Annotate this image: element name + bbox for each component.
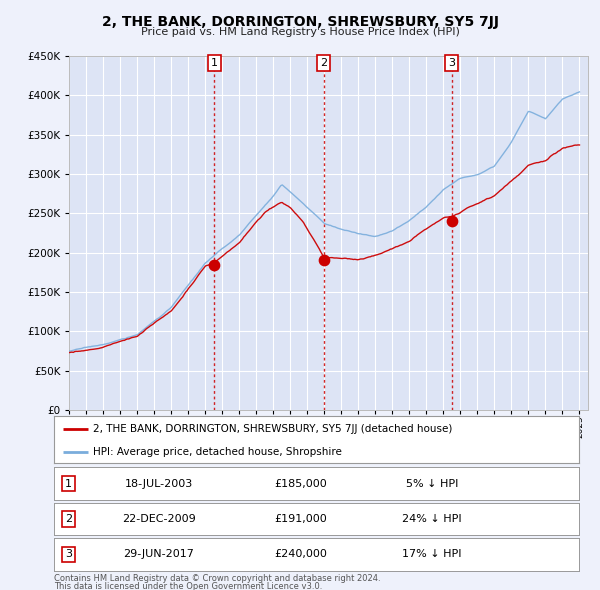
Point <box>209 260 219 269</box>
Text: 17% ↓ HPI: 17% ↓ HPI <box>402 549 462 559</box>
Text: HPI: Average price, detached house, Shropshire: HPI: Average price, detached house, Shro… <box>94 447 342 457</box>
Text: This data is licensed under the Open Government Licence v3.0.: This data is licensed under the Open Gov… <box>54 582 322 590</box>
Text: 3: 3 <box>448 58 455 68</box>
Text: £240,000: £240,000 <box>274 549 327 559</box>
Text: 3: 3 <box>65 549 72 559</box>
Text: 1: 1 <box>211 58 218 68</box>
Text: 22-DEC-2009: 22-DEC-2009 <box>122 514 196 524</box>
Point <box>447 217 457 226</box>
Text: 2, THE BANK, DORRINGTON, SHREWSBURY, SY5 7JJ: 2, THE BANK, DORRINGTON, SHREWSBURY, SY5… <box>101 15 499 29</box>
Text: 2: 2 <box>65 514 72 524</box>
Text: 2, THE BANK, DORRINGTON, SHREWSBURY, SY5 7JJ (detached house): 2, THE BANK, DORRINGTON, SHREWSBURY, SY5… <box>94 424 453 434</box>
Text: Contains HM Land Registry data © Crown copyright and database right 2024.: Contains HM Land Registry data © Crown c… <box>54 574 380 583</box>
Text: 1: 1 <box>65 478 72 489</box>
Text: 5% ↓ HPI: 5% ↓ HPI <box>406 478 458 489</box>
Text: £185,000: £185,000 <box>274 478 327 489</box>
Point <box>319 255 329 264</box>
Text: 18-JUL-2003: 18-JUL-2003 <box>125 478 193 489</box>
Text: 29-JUN-2017: 29-JUN-2017 <box>124 549 194 559</box>
Text: £191,000: £191,000 <box>274 514 327 524</box>
Text: Price paid vs. HM Land Registry's House Price Index (HPI): Price paid vs. HM Land Registry's House … <box>140 27 460 37</box>
Text: 24% ↓ HPI: 24% ↓ HPI <box>402 514 462 524</box>
Text: 2: 2 <box>320 58 327 68</box>
